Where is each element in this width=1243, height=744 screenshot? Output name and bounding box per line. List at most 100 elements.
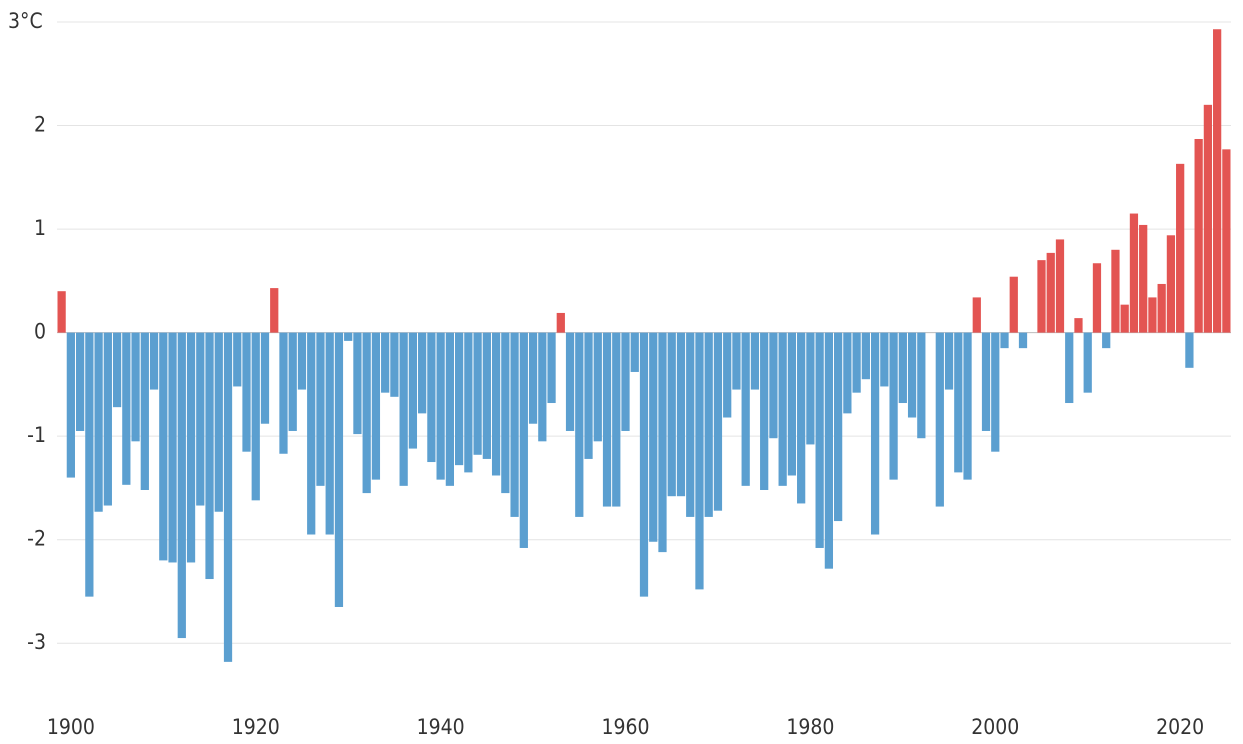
bar: [177, 332, 186, 639]
bar: [103, 332, 112, 506]
bar: [390, 332, 399, 397]
bar: [288, 332, 297, 431]
bar: [408, 332, 418, 449]
bar: [1083, 332, 1092, 393]
bar: [223, 332, 233, 662]
bar: [454, 332, 464, 466]
bar: [991, 332, 1000, 452]
bar: [528, 332, 538, 424]
bar: [94, 332, 103, 512]
bar: [242, 332, 251, 452]
bar: [852, 332, 861, 393]
bar: [917, 332, 926, 439]
bar: [843, 332, 852, 414]
bar: [880, 332, 889, 387]
bar: [1194, 138, 1203, 333]
bar: [418, 332, 427, 414]
bar: [362, 332, 371, 494]
bar: [214, 332, 223, 512]
bar: [972, 297, 981, 333]
bar: [806, 332, 815, 445]
bar: [140, 332, 149, 490]
bar: [57, 291, 66, 333]
bar: [639, 332, 649, 597]
bar: [713, 332, 723, 511]
bar: [935, 332, 944, 507]
bar: [1166, 235, 1176, 333]
bar: [954, 332, 963, 473]
bar: [427, 332, 436, 463]
bar: [399, 332, 408, 486]
y-tick-label: -1: [27, 423, 46, 447]
bar: [1074, 318, 1083, 333]
x-tick-label: 1940: [417, 715, 465, 739]
bar: [815, 332, 824, 548]
bar: [1222, 149, 1231, 333]
bar: [66, 332, 75, 478]
y-tick-label: 2: [34, 113, 46, 137]
bar: [260, 332, 270, 424]
bar: [898, 332, 907, 404]
bar: [344, 332, 353, 341]
bar: [1009, 276, 1018, 333]
bar: [1065, 332, 1074, 404]
bar: [1129, 213, 1139, 333]
bar: [667, 332, 676, 497]
bar: [834, 332, 843, 522]
bar: [630, 332, 639, 372]
bar: [750, 332, 760, 390]
y-tick-label: 0: [34, 320, 46, 344]
bar: [981, 332, 991, 431]
bar: [501, 332, 510, 494]
bar: [251, 332, 260, 501]
bar: [1055, 239, 1065, 333]
bar: [196, 332, 205, 506]
bar: [473, 332, 482, 455]
bar: [870, 332, 880, 535]
bar: [944, 332, 954, 390]
bar: [149, 332, 159, 390]
y-tick-label: -2: [27, 527, 46, 551]
bar: [1000, 332, 1009, 349]
x-tick-label: 1980: [786, 715, 834, 739]
bar: [436, 332, 445, 480]
bar: [381, 332, 390, 393]
bar: [464, 332, 473, 473]
bar: [584, 332, 593, 459]
x-tick-label: 1920: [232, 715, 280, 739]
bar: [510, 332, 519, 517]
bar: [1213, 29, 1222, 333]
bar: [649, 332, 658, 542]
bar: [676, 332, 686, 497]
bar: [371, 332, 381, 480]
bar: [1157, 283, 1166, 333]
bar: [75, 332, 85, 431]
bar: [1111, 249, 1120, 333]
bar: [778, 332, 787, 486]
bar: [575, 332, 584, 517]
bar: [491, 332, 501, 476]
bar: [602, 332, 612, 507]
x-tick-label: 1900: [47, 715, 95, 739]
bar: [279, 332, 288, 454]
bar: [1203, 104, 1213, 333]
bar: [159, 332, 168, 561]
bar: [695, 332, 704, 590]
bar: [1148, 297, 1157, 333]
bar: [334, 332, 344, 607]
bar: [658, 332, 667, 553]
bar: [1018, 332, 1028, 349]
y-tick-label: -3: [27, 630, 46, 654]
bar: [824, 332, 834, 569]
bar: [445, 332, 454, 486]
x-tick-label: 2020: [1156, 715, 1204, 739]
bar: [723, 332, 732, 418]
bar: [325, 332, 334, 535]
bar: [621, 332, 630, 431]
bar: [769, 332, 778, 439]
bar: [861, 332, 870, 380]
bar: [122, 332, 131, 485]
bar: [704, 332, 713, 517]
bar: [168, 332, 177, 563]
